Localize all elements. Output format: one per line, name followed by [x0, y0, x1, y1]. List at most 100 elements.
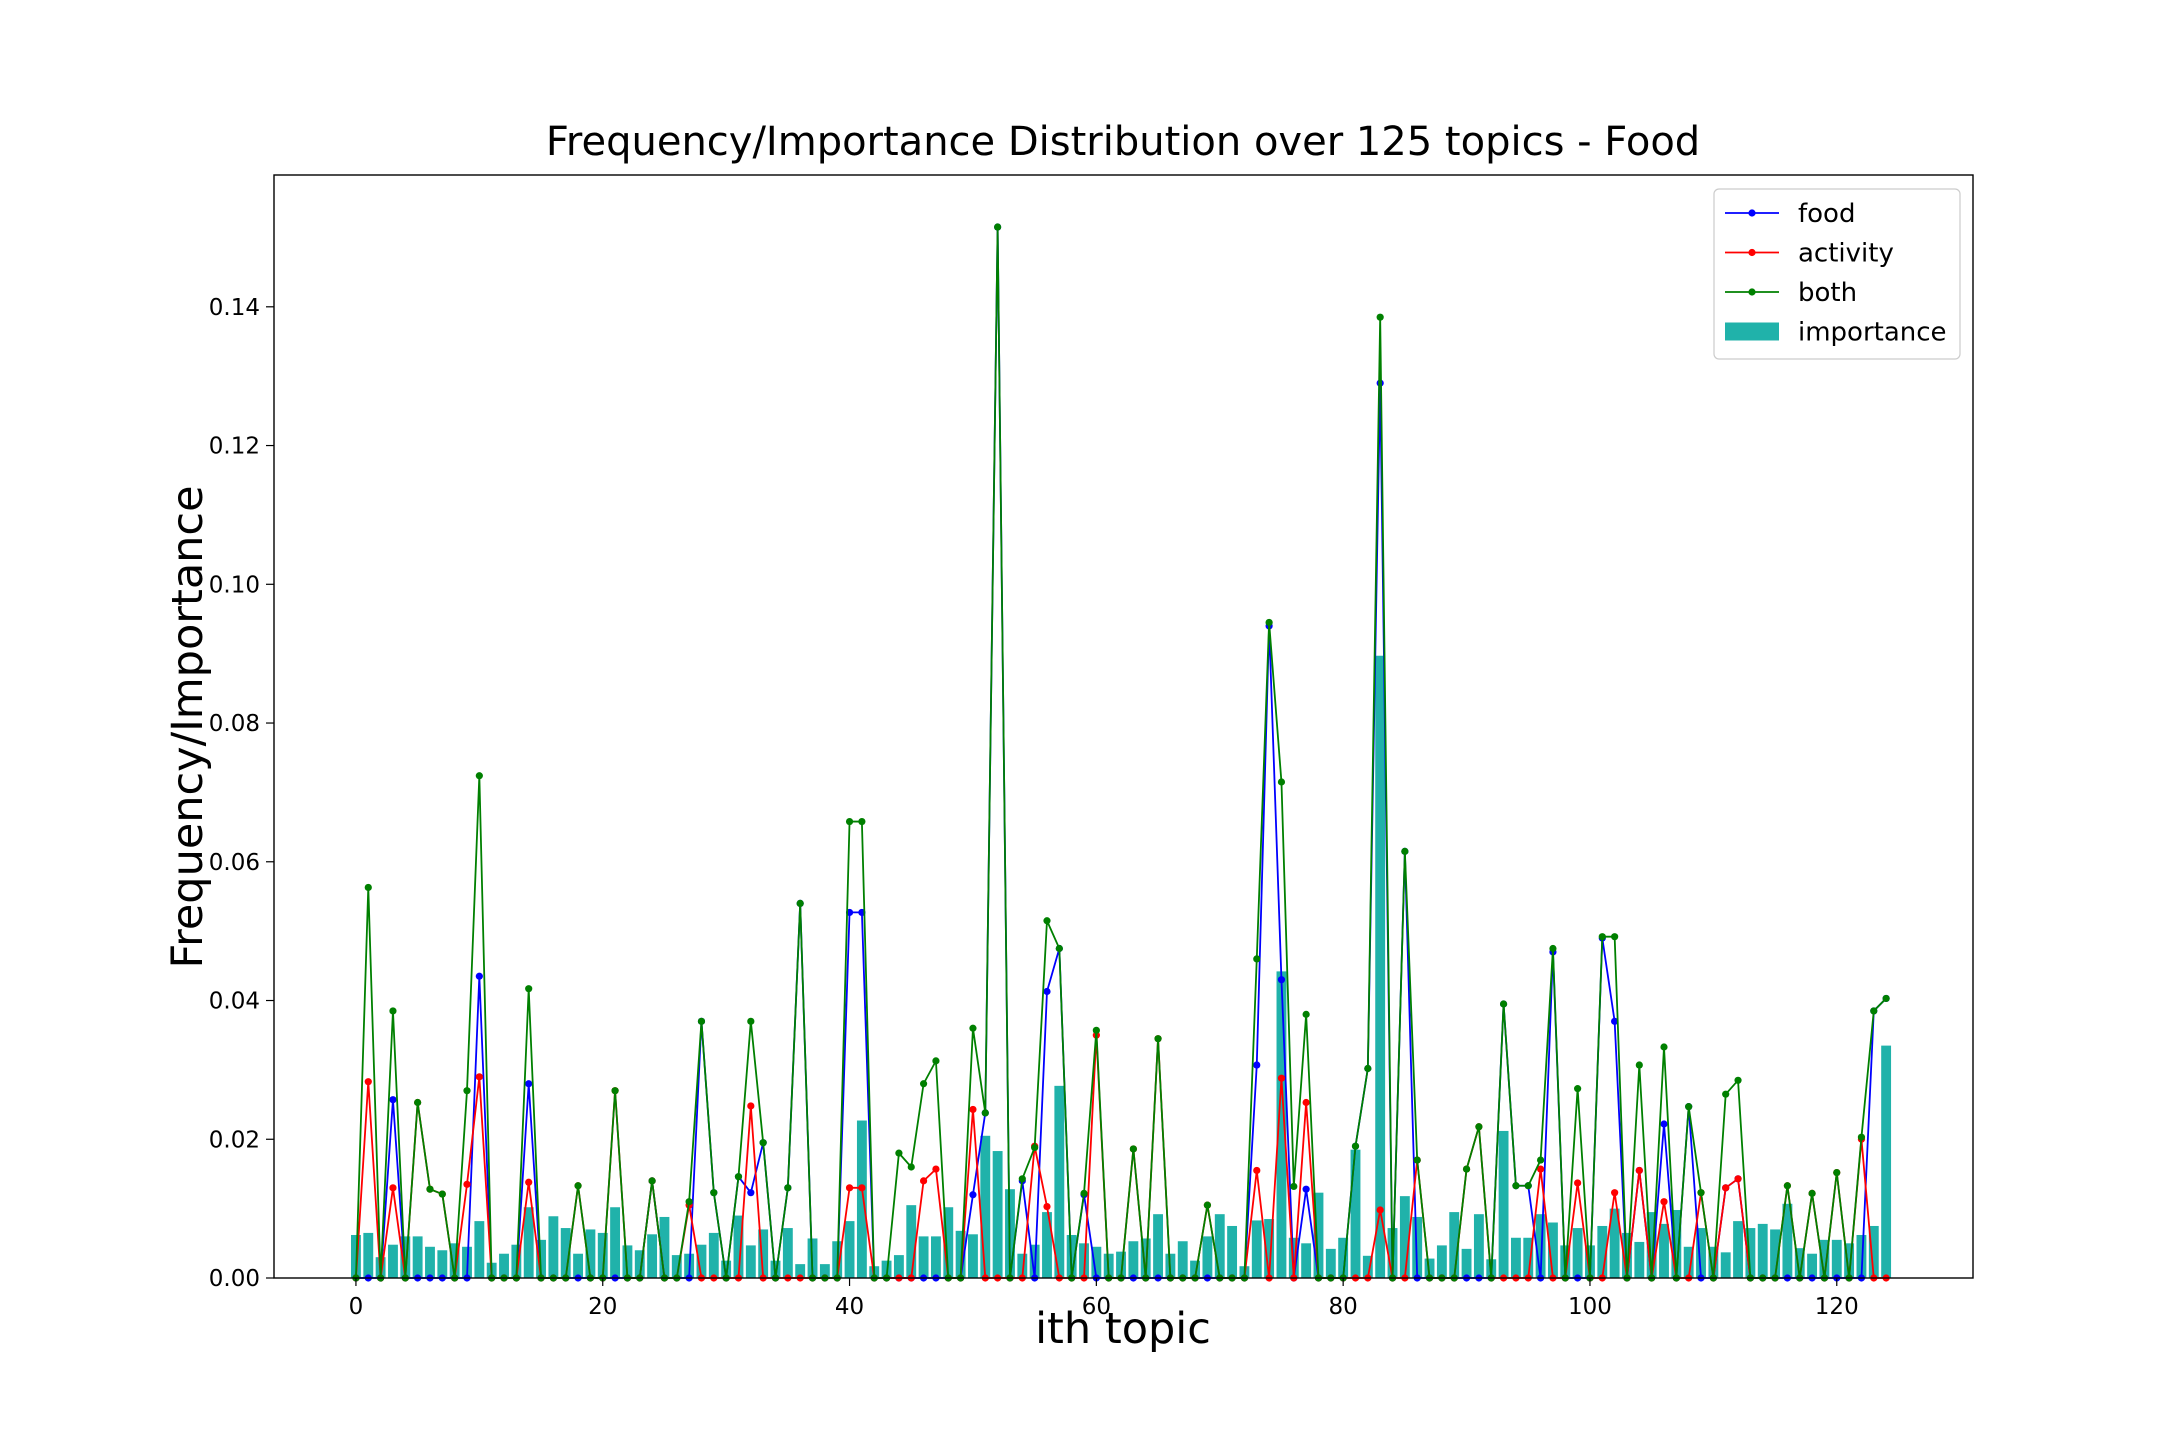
marker	[1611, 1189, 1619, 1197]
bar	[992, 1151, 1003, 1278]
bar	[1807, 1253, 1818, 1278]
marker	[1734, 1175, 1742, 1183]
marker	[475, 772, 483, 780]
bar	[474, 1221, 485, 1278]
marker	[1302, 1185, 1310, 1193]
marker	[1857, 1133, 1866, 1141]
marker	[1351, 1142, 1360, 1150]
marker	[685, 1198, 693, 1206]
legend-label: food	[1798, 199, 1855, 229]
marker	[1475, 1123, 1483, 1131]
y-axis-label: Frequency/Importance	[163, 485, 213, 968]
bar	[1264, 1219, 1275, 1278]
bar	[1868, 1225, 1879, 1278]
bar	[1831, 1239, 1842, 1278]
marker	[438, 1190, 446, 1198]
marker	[1265, 618, 1273, 627]
bar	[1646, 1212, 1657, 1278]
bar	[1671, 1210, 1682, 1278]
legend-box	[1713, 188, 1961, 360]
x-tick-label: 0	[349, 1294, 364, 1320]
marker	[969, 1191, 977, 1199]
bar	[721, 1260, 732, 1278]
bar	[400, 1236, 411, 1278]
marker	[1549, 944, 1557, 953]
bar	[634, 1250, 645, 1278]
bar	[1856, 1234, 1867, 1278]
bar	[782, 1228, 793, 1278]
y-tick-label: 0.12	[209, 434, 260, 460]
bar	[733, 1215, 744, 1278]
bar	[1362, 1255, 1373, 1278]
marker	[1536, 1165, 1545, 1173]
marker	[1833, 1168, 1841, 1177]
x-tick-label: 60	[1082, 1294, 1111, 1320]
marker	[895, 1149, 903, 1157]
bar	[696, 1244, 707, 1278]
bar	[1634, 1241, 1645, 1278]
marker	[1043, 1202, 1051, 1211]
marker	[426, 1185, 434, 1193]
bar	[980, 1135, 991, 1278]
marker	[759, 1139, 767, 1147]
bar	[1510, 1237, 1521, 1278]
bar	[1276, 971, 1287, 1278]
bar	[1473, 1214, 1484, 1278]
marker	[1697, 1189, 1705, 1197]
bar	[1548, 1222, 1558, 1278]
marker	[1376, 1206, 1384, 1214]
marker	[1203, 1201, 1212, 1209]
marker	[463, 1087, 471, 1095]
bar	[622, 1245, 633, 1278]
marker	[1722, 1090, 1730, 1098]
marker	[710, 1189, 718, 1197]
bar	[1375, 655, 1386, 1278]
marker	[1031, 1143, 1039, 1152]
bar	[918, 1236, 929, 1278]
bar	[388, 1244, 398, 1278]
bar	[708, 1232, 719, 1278]
marker	[1413, 1156, 1421, 1164]
marker	[389, 1184, 397, 1192]
bar	[597, 1232, 608, 1278]
marker	[525, 985, 533, 993]
bar	[1338, 1237, 1349, 1278]
bar	[1116, 1251, 1126, 1278]
legend-marker	[1748, 209, 1756, 217]
marker	[525, 1080, 533, 1088]
marker	[919, 1177, 928, 1185]
bar	[573, 1253, 583, 1278]
bar	[1350, 1149, 1361, 1278]
bar	[758, 1229, 769, 1278]
marker	[1018, 1175, 1026, 1183]
bar	[363, 1232, 374, 1278]
marker	[1808, 1189, 1816, 1197]
bar	[1190, 1260, 1201, 1278]
bar	[1819, 1239, 1830, 1278]
bar	[1128, 1241, 1139, 1278]
marker	[1043, 987, 1051, 996]
marker	[611, 1087, 619, 1095]
marker	[858, 817, 866, 826]
x-tick-label: 100	[1568, 1294, 1612, 1320]
bar	[819, 1264, 830, 1278]
bar	[1572, 1228, 1583, 1278]
bar	[856, 1120, 867, 1278]
bar	[1399, 1196, 1410, 1278]
bar	[1140, 1238, 1151, 1278]
bar	[1597, 1225, 1608, 1278]
bar	[1042, 1212, 1052, 1278]
bar	[1054, 1085, 1065, 1278]
legend-marker	[1748, 288, 1756, 296]
marker	[1685, 1103, 1693, 1111]
bar	[1733, 1221, 1743, 1278]
marker	[1499, 1000, 1508, 1008]
bar	[1794, 1248, 1805, 1278]
legend-marker	[1748, 248, 1756, 257]
bar	[499, 1253, 509, 1278]
bar	[844, 1221, 855, 1278]
marker	[1290, 1182, 1298, 1191]
bar	[893, 1255, 904, 1278]
bar	[1461, 1248, 1472, 1278]
